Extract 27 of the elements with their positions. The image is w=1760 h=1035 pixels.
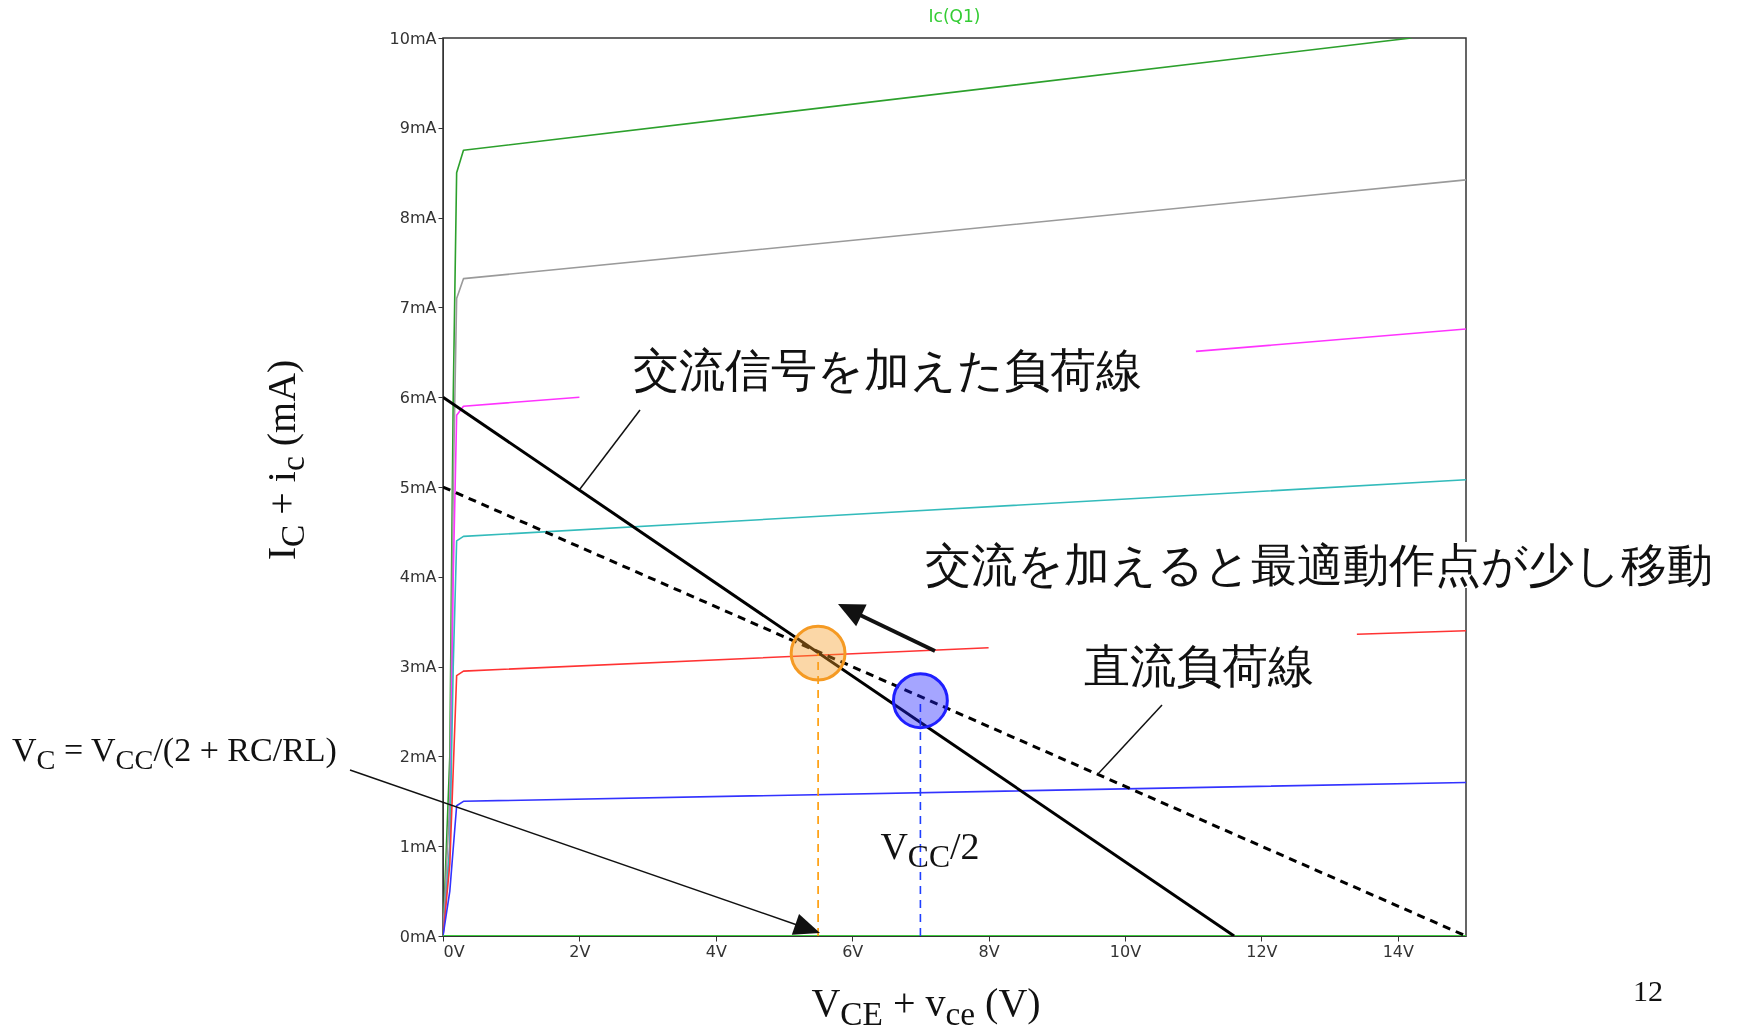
y-tick-label: 7mA [399, 297, 437, 317]
y-tick-label: 2mA [399, 746, 437, 766]
x-tick-label: 12V [1246, 941, 1278, 961]
y-tick-label: 1mA [399, 836, 437, 856]
y-tick-label: 6mA [399, 387, 437, 407]
text: 12 [1633, 974, 1663, 1007]
x-tick-label: 8V [978, 941, 1000, 961]
y-tick-label: 0mA [399, 926, 437, 946]
chart-title: Ic(Q1) [928, 6, 981, 26]
y-tick-label: 5mA [399, 477, 437, 497]
text: V$_{C}$ = V$_{CC}$/(2 + RC/RL) [12, 731, 337, 776]
annotation: V$_{CC}$/2 [880, 824, 980, 875]
x-axis-title: V$_{CE}$ + v$_{ce}$ (V) [811, 980, 1041, 1033]
y-tick-label: 8mA [399, 208, 437, 228]
x-tick-label: 14V [1382, 941, 1414, 961]
y-tick-label: 3mA [399, 657, 437, 677]
x-tick-label: 10V [1109, 941, 1142, 961]
y-tick-label: 9mA [399, 118, 437, 138]
x-tick-label: 0V [443, 941, 465, 961]
annotation: 交流を加えると最適動作点が少し移動 [925, 538, 1713, 592]
y-tick-label: 10mA [389, 28, 437, 48]
x-tick-label: 2V [569, 941, 591, 961]
x-tick-label: 6V [842, 941, 864, 961]
annotation: 交流信号を加えた負荷線 [632, 343, 1142, 397]
annotation: 直流負荷線 [1084, 639, 1314, 693]
x-tick-label: 4V [705, 941, 727, 961]
y-tick-label: 4mA [399, 567, 437, 587]
